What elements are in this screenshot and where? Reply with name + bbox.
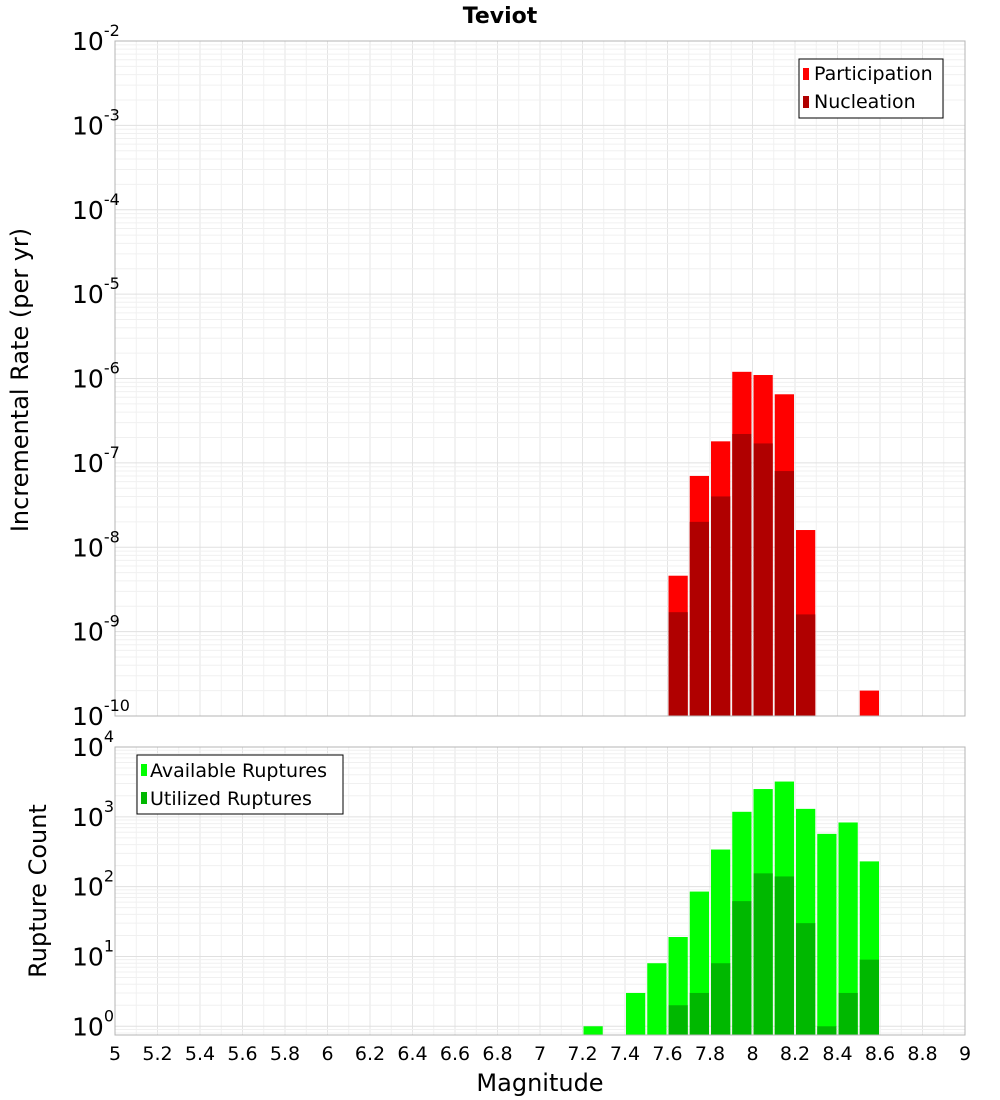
participation-legend-swatch (803, 68, 809, 80)
available-ruptures-bar (817, 833, 837, 1035)
nucleation-bar (668, 612, 688, 716)
y-tick-label: 10-6 (72, 359, 120, 394)
utilized-ruptures-bar (796, 923, 816, 1035)
x-tick-label: 9 (959, 1043, 971, 1065)
available-ruptures-bar (583, 1026, 603, 1035)
rate-plot-grid (115, 41, 965, 716)
count-legend-box (136, 754, 344, 815)
utilized-ruptures-bar (838, 992, 858, 1035)
utilized-ruptures-bar (689, 992, 709, 1035)
participation-legend-label: Participation (814, 63, 933, 85)
y-tick-label: 10-5 (72, 274, 120, 309)
y-tick-label: 10-4 (72, 190, 120, 225)
count-y-ticks: 104 103 102 101 100 (72, 727, 114, 1041)
utilized-ruptures-bar (668, 1005, 688, 1035)
x-tick-label: 6.6 (440, 1043, 470, 1065)
utilized-ruptures-bar (753, 873, 773, 1035)
count-plot-bars (583, 781, 879, 1035)
x-tick-label: 8.2 (780, 1043, 810, 1065)
utilized-ruptures-bar (817, 1026, 837, 1035)
rate-legend: Participation Nucleation (798, 58, 944, 119)
available-ruptures-legend-label: Available Ruptures (150, 760, 327, 782)
utilized-ruptures-bar (732, 901, 752, 1035)
x-tick-label: 6 (321, 1043, 333, 1065)
x-tick-label: 5 (109, 1043, 121, 1065)
y-tick-label: 10-9 (72, 612, 120, 647)
available-ruptures-bar (647, 963, 667, 1035)
y-tick-label: 10-2 (72, 21, 120, 56)
nucleation-legend-label: Nucleation (814, 91, 916, 113)
x-tick-label: 6.4 (397, 1043, 427, 1065)
x-tick-label: 8.6 (865, 1043, 895, 1065)
x-tick-label: 7.6 (652, 1043, 682, 1065)
x-tick-label: 7.4 (610, 1043, 640, 1065)
available-ruptures-bar (626, 992, 646, 1035)
x-axis-label: Magnitude (476, 1069, 603, 1097)
rate-y-axis-label: Incremental Rate (per yr) (6, 228, 34, 532)
nucleation-bar (732, 433, 752, 716)
utilized-ruptures-legend-swatch (141, 792, 147, 804)
utilized-ruptures-legend-label: Utilized Ruptures (150, 788, 312, 810)
x-tick-label: 5.2 (142, 1043, 172, 1065)
count-y-axis-label: Rupture Count (24, 804, 52, 978)
y-tick-label: 10-7 (72, 443, 120, 478)
available-ruptures-bar (838, 822, 858, 1035)
y-tick-label: 10-10 (72, 696, 130, 731)
y-tick-label: 10-8 (72, 527, 120, 562)
nucleation-bar (711, 496, 731, 716)
x-tick-label: 8.8 (907, 1043, 937, 1065)
utilized-ruptures-bar (859, 959, 879, 1035)
x-tick-label: 6.2 (355, 1043, 385, 1065)
x-tick-label: 5.4 (185, 1043, 215, 1065)
x-tick-label: 7.8 (695, 1043, 725, 1065)
nucleation-bar (796, 614, 816, 716)
x-tick-label: 7 (534, 1043, 546, 1065)
rate-plot-border (114, 40, 966, 717)
y-tick-label: 100 (72, 1006, 114, 1041)
participation-bar (859, 690, 879, 716)
y-tick-label: 104 (72, 727, 114, 762)
utilized-ruptures-bar (774, 876, 794, 1035)
rate-y-ticks: 10-2 10-3 10-4 10-5 10-6 10-7 10-8 10-9 10-10 (72, 21, 130, 731)
available-ruptures-legend-swatch (141, 764, 147, 776)
y-tick-label: 101 (72, 936, 114, 971)
x-tick-label: 8.4 (822, 1043, 852, 1065)
x-tick-label: 8 (746, 1043, 758, 1065)
rate-plot-bars (668, 371, 879, 716)
y-tick-label: 102 (72, 867, 114, 902)
x-tick-label: 6.8 (482, 1043, 512, 1065)
nucleation-legend-swatch (803, 96, 809, 108)
y-tick-label: 103 (72, 797, 114, 832)
nucleation-bar (753, 443, 773, 716)
count-plot-grid (115, 747, 965, 1035)
magnitude-x-ticks: 5 5.2 5.4 5.6 5.8 6 6.2 6.4 6.6 6.8 7 7.2 7.4 7.6 7.8 8… (109, 1043, 971, 1065)
chart-title: Teviot (463, 4, 538, 29)
x-tick-label: 7.2 (567, 1043, 597, 1065)
y-tick-label: 10-3 (72, 105, 120, 140)
x-tick-label: 5.6 (227, 1043, 257, 1065)
count-plot-border (114, 746, 966, 1036)
nucleation-bar (689, 521, 709, 716)
x-tick-label: 5.8 (270, 1043, 300, 1065)
rate-legend-box (798, 58, 944, 119)
nucleation-bar (774, 471, 794, 716)
utilized-ruptures-bar (711, 963, 731, 1035)
count-legend: Available Ruptures Utilized Ruptures (136, 754, 344, 815)
